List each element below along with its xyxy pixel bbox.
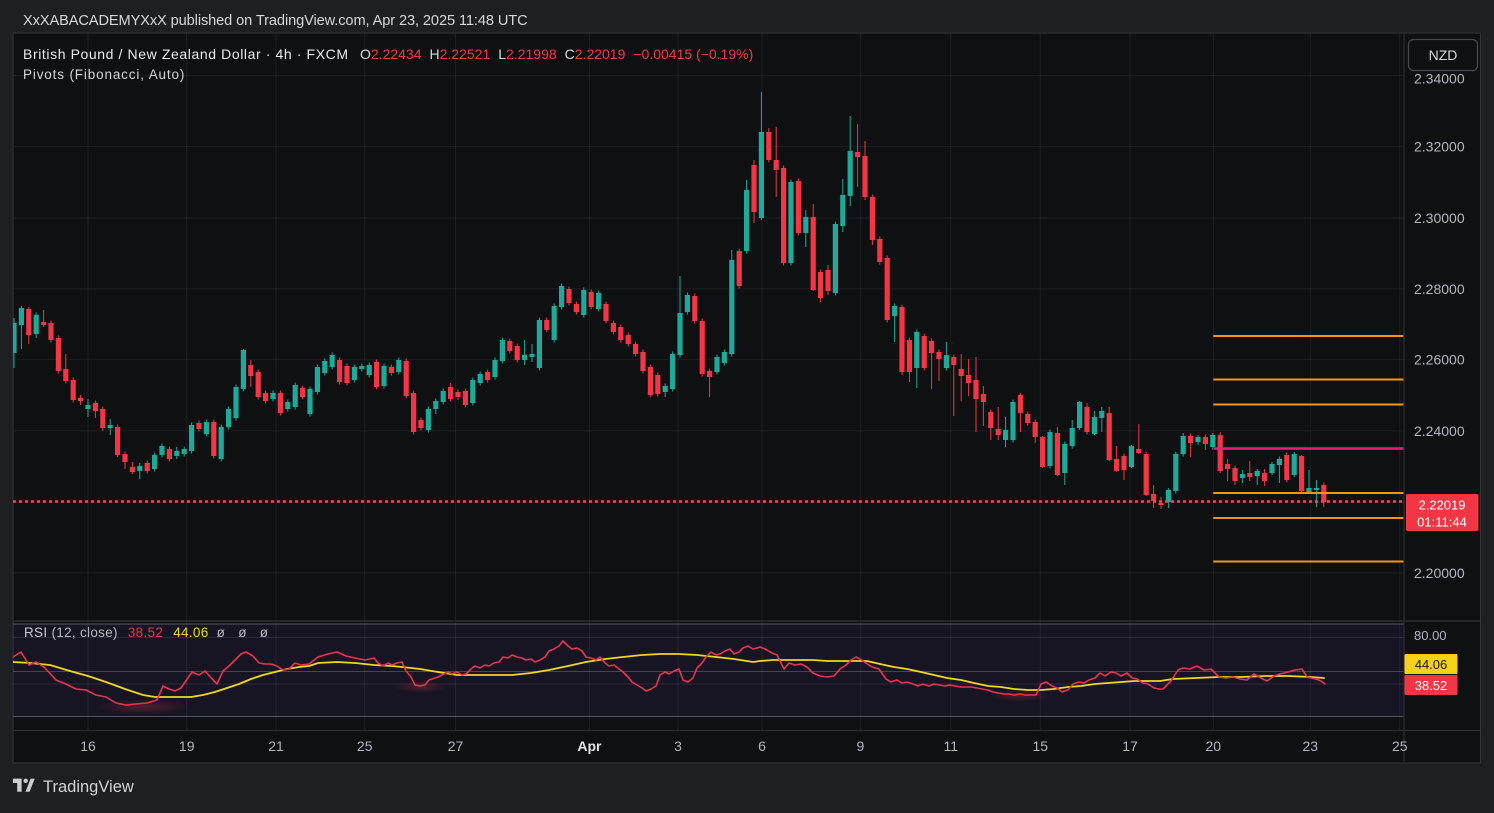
svg-text:19: 19 — [179, 738, 195, 754]
svg-text:21: 21 — [268, 738, 284, 754]
svg-text:27: 27 — [448, 738, 464, 754]
svg-text:17: 17 — [1122, 738, 1138, 754]
svg-text:11: 11 — [944, 738, 959, 754]
svg-text:25: 25 — [1392, 738, 1408, 754]
svg-text:3: 3 — [674, 738, 682, 754]
svg-text:2.22019: 2.22019 — [1419, 498, 1466, 513]
svg-text:80.00: 80.00 — [1414, 628, 1447, 643]
svg-text:2.30000: 2.30000 — [1414, 210, 1465, 226]
svg-text:2.32000: 2.32000 — [1414, 139, 1465, 155]
svg-text:44.06: 44.06 — [1415, 657, 1448, 672]
svg-text:Pivots (Fibonacci, Auto): Pivots (Fibonacci, Auto) — [23, 67, 185, 82]
svg-text:Apr: Apr — [577, 738, 602, 754]
svg-text:01:11:44: 01:11:44 — [1417, 515, 1467, 530]
svg-text:2.34000: 2.34000 — [1414, 71, 1465, 87]
svg-text:2.24000: 2.24000 — [1414, 423, 1465, 439]
svg-text:2.28000: 2.28000 — [1414, 281, 1465, 297]
svg-text:9: 9 — [857, 738, 865, 754]
svg-text:6: 6 — [758, 738, 766, 754]
svg-text:15: 15 — [1033, 738, 1049, 754]
svg-text:20: 20 — [1206, 738, 1222, 754]
svg-text:RSI (12, close) 38.52 44.06 ø: RSI (12, close) 38.52 44.06 ø ø ø — [24, 625, 268, 640]
svg-text:38.52: 38.52 — [1415, 678, 1448, 693]
svg-text:XxXABACADEMYXxX published on T: XxXABACADEMYXxX published on TradingView… — [23, 13, 528, 29]
svg-text:NZD: NZD — [1429, 47, 1458, 63]
svg-text:TradingView: TradingView — [43, 778, 134, 796]
svg-text:2.26000: 2.26000 — [1414, 352, 1465, 368]
svg-text:British Pound / New Zealand Do: British Pound / New Zealand Dollar · 4h … — [23, 46, 349, 62]
svg-text:23: 23 — [1303, 738, 1319, 754]
svg-text:16: 16 — [80, 738, 96, 754]
svg-text:25: 25 — [357, 738, 373, 754]
svg-text:2.20000: 2.20000 — [1414, 565, 1465, 581]
